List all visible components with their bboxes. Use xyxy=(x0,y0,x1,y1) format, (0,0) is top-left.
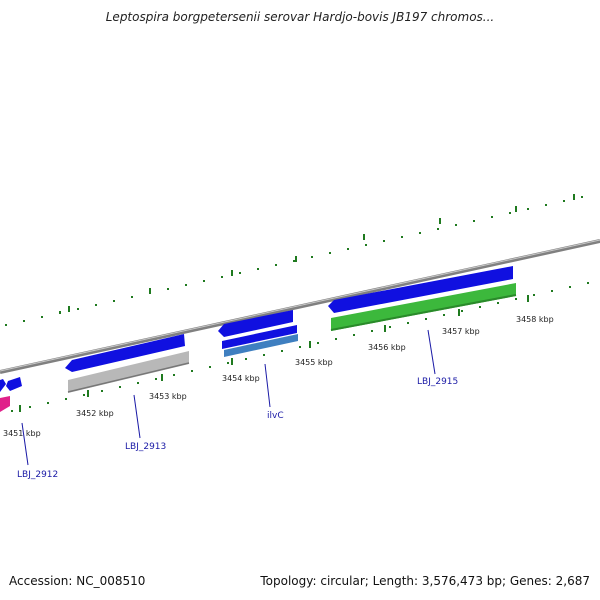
gene-feature-green[interactable] xyxy=(331,283,516,331)
gene-label-LBJ_2915[interactable]: LBJ_2915 xyxy=(417,377,458,387)
map-title: Leptospira borgpetersenii serovar Hardjo… xyxy=(105,10,495,24)
kbp-label: 3457 kbp xyxy=(442,327,480,336)
gene-shadow xyxy=(330,294,517,331)
gene-feature[interactable] xyxy=(218,310,293,337)
kbp-label: 3452 kbp xyxy=(76,409,114,418)
lower-major-ticks xyxy=(19,295,529,412)
upper-tick-track xyxy=(5,196,583,326)
gene-label-leaders xyxy=(21,329,436,466)
kbp-label: 3451 kbp xyxy=(3,429,41,438)
gene-features[interactable] xyxy=(0,266,517,412)
lower-tick-track xyxy=(11,282,589,412)
kbp-label: 3454 kbp xyxy=(222,374,260,383)
gene-shadow xyxy=(67,362,190,393)
kbp-labels: 3451 kbp 3452 kbp 3453 kbp 3454 kbp 3455… xyxy=(3,315,554,438)
topology-summary-text: Topology: circular; Length: 3,576,473 bp… xyxy=(260,574,590,588)
kbp-label: 3453 kbp xyxy=(149,392,187,401)
gene-feature-pink[interactable] xyxy=(0,396,10,412)
gene-feature[interactable] xyxy=(6,377,22,391)
kbp-label: 3455 kbp xyxy=(295,358,333,367)
chromosome-backbone-highlight xyxy=(0,239,600,372)
gene-label-LBJ_2913[interactable]: LBJ_2913 xyxy=(125,442,166,452)
gene-feature-ilvC[interactable] xyxy=(224,334,298,357)
gene-feature[interactable] xyxy=(0,379,6,392)
gene-feature-gray[interactable] xyxy=(68,351,189,393)
kbp-label: 3458 kbp xyxy=(516,315,554,324)
gene-label-ilvC[interactable]: ilvC xyxy=(267,411,284,421)
gene-label-LBJ_2912[interactable]: LBJ_2912 xyxy=(17,470,58,480)
upper-major-ticks xyxy=(68,194,575,312)
gene-labels: LBJ_2912 LBJ_2913 ilvC LBJ_2915 xyxy=(17,377,458,480)
accession-text: Accession: NC_008510 xyxy=(9,574,146,588)
gene-feature[interactable] xyxy=(328,266,513,313)
kbp-label: 3456 kbp xyxy=(368,343,406,352)
chromosome-backbone xyxy=(0,239,600,374)
gene-feature[interactable] xyxy=(65,334,185,372)
gene-feature[interactable] xyxy=(222,325,297,349)
